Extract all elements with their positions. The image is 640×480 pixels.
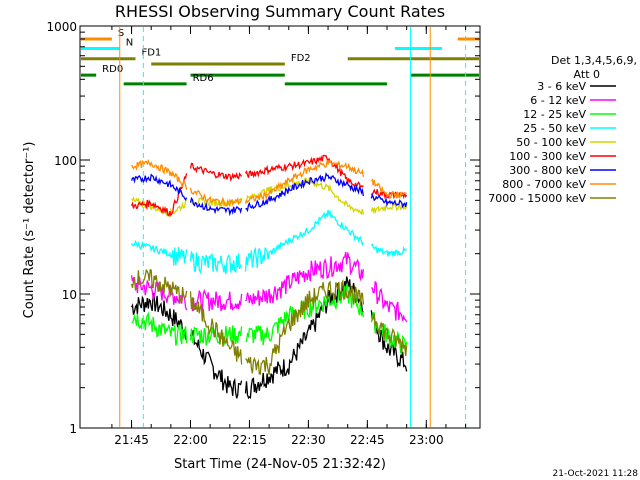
- series-line: [190, 288, 243, 312]
- series-line: [245, 284, 365, 345]
- series-line: [371, 280, 408, 323]
- legend-entry-label: 6 - 12 keV: [530, 94, 586, 107]
- series-line: [245, 278, 365, 375]
- series-line: [189, 291, 243, 365]
- series-line: [244, 159, 365, 204]
- y-tick-label: 1: [69, 422, 77, 436]
- flag-label-rd6: RD6: [193, 73, 214, 84]
- legend-entry-label: 50 - 100 keV: [516, 136, 586, 149]
- series-line: [131, 158, 188, 191]
- legend-header: Det 1,3,4,5,6,9,: [551, 54, 637, 67]
- series-line: [189, 196, 243, 217]
- series-line: [130, 173, 188, 217]
- legend-entry-label: 25 - 50 keV: [523, 122, 586, 135]
- y-axis: 1 10 100 1000: [46, 20, 480, 436]
- series-6: [130, 172, 408, 217]
- y-tick-label: 100: [54, 154, 77, 168]
- y-tick-label: 10: [62, 288, 77, 302]
- legend-entry-label: 100 - 300 keV: [509, 150, 586, 163]
- instrument-flags: SN FD1 FD2 RD0 RD6: [81, 28, 479, 86]
- series-line: [131, 311, 188, 346]
- series-line: [370, 313, 408, 357]
- series-line: [189, 197, 243, 208]
- series-line: [131, 196, 188, 218]
- legend-entry-label: 7000 - 15000 keV: [488, 192, 586, 205]
- segment-boundaries: [119, 27, 467, 427]
- series-lines: [130, 154, 408, 400]
- series-line: [244, 154, 364, 190]
- footer-date: 21-Oct-2021 11:28: [553, 469, 639, 479]
- flag-label-n: N: [126, 37, 133, 48]
- x-tick-label: 22:45: [350, 433, 385, 447]
- legend-subheader: Att 0: [574, 68, 600, 81]
- x-tick-label: 23:00: [409, 433, 444, 447]
- flag-label-s: S: [118, 28, 124, 39]
- legend-entry-label: 300 - 800 keV: [509, 164, 586, 177]
- plot-frame: [79, 25, 481, 429]
- series-line: [370, 193, 408, 209]
- series-line: [130, 173, 188, 201]
- legend-entry-label: 12 - 25 keV: [523, 108, 586, 121]
- chart-title: RHESSI Observing Summary Count Rates: [115, 2, 445, 21]
- series-line: [370, 178, 407, 200]
- x-tick-label: 21:45: [114, 433, 149, 447]
- series-line: [189, 251, 243, 275]
- x-axis: 21:45 22:00 22:15 22:30 22:45 23:00: [111, 26, 467, 447]
- series-7: [131, 158, 407, 208]
- flag-label-fd1: FD1: [141, 48, 161, 59]
- series-line: [189, 325, 243, 346]
- series-line: [189, 330, 243, 399]
- series-line: [370, 310, 408, 372]
- flag-label-fd2: FD2: [291, 53, 311, 64]
- series-3: [131, 209, 408, 275]
- x-axis-label: Start Time (24-Nov-05 21:32:42): [174, 457, 386, 472]
- x-tick-label: 22:00: [173, 433, 208, 447]
- y-axis-label: Count Rate (s⁻¹ detector⁻¹): [22, 142, 37, 319]
- series-line: [245, 251, 365, 306]
- legend-entry-label: 800 - 7000 keV: [502, 178, 586, 191]
- legend-entry-label: 3 - 6 keV: [537, 80, 586, 93]
- series-line: [370, 243, 408, 258]
- x-tick-label: 22:30: [291, 433, 326, 447]
- flag-label-rd0: RD0: [102, 64, 123, 75]
- series-line: [244, 209, 364, 272]
- series-line: [131, 292, 188, 341]
- series-8: [130, 268, 408, 375]
- series-line: [245, 172, 365, 213]
- series-line: [189, 162, 243, 182]
- y-tick-label: 1000: [46, 20, 77, 34]
- series-line: [131, 239, 188, 266]
- series-line: [130, 268, 188, 304]
- x-tick-label: 22:15: [232, 433, 267, 447]
- series-line: [370, 201, 408, 215]
- series-line: [189, 187, 243, 208]
